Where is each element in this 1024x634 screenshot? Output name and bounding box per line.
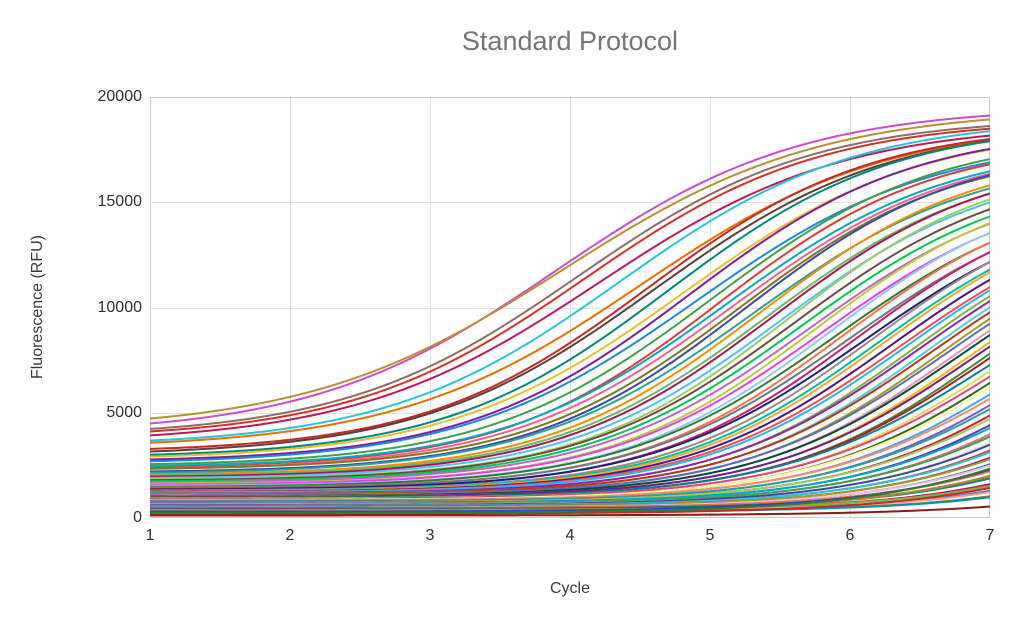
y-tick-label: 20000 bbox=[97, 88, 143, 105]
x-tick-label: 4 bbox=[565, 527, 575, 544]
x-tick-label: 1 bbox=[145, 527, 155, 544]
y-tick-label: 0 bbox=[133, 509, 142, 526]
x-tick-label: 3 bbox=[425, 527, 435, 544]
chart-title: Standard Protocol bbox=[461, 26, 679, 56]
x-tick-label: 5 bbox=[705, 527, 715, 544]
y-tick-label: 5000 bbox=[106, 403, 142, 421]
y-tick-label: 15000 bbox=[97, 193, 143, 211]
plot-area bbox=[150, 97, 990, 518]
x-axis-title: Cycle bbox=[549, 580, 590, 597]
x-tick-label: 2 bbox=[285, 527, 295, 544]
x-tick-label: 7 bbox=[985, 527, 995, 544]
y-tick-label: 10000 bbox=[97, 298, 143, 316]
x-tick-label: 6 bbox=[845, 527, 855, 544]
